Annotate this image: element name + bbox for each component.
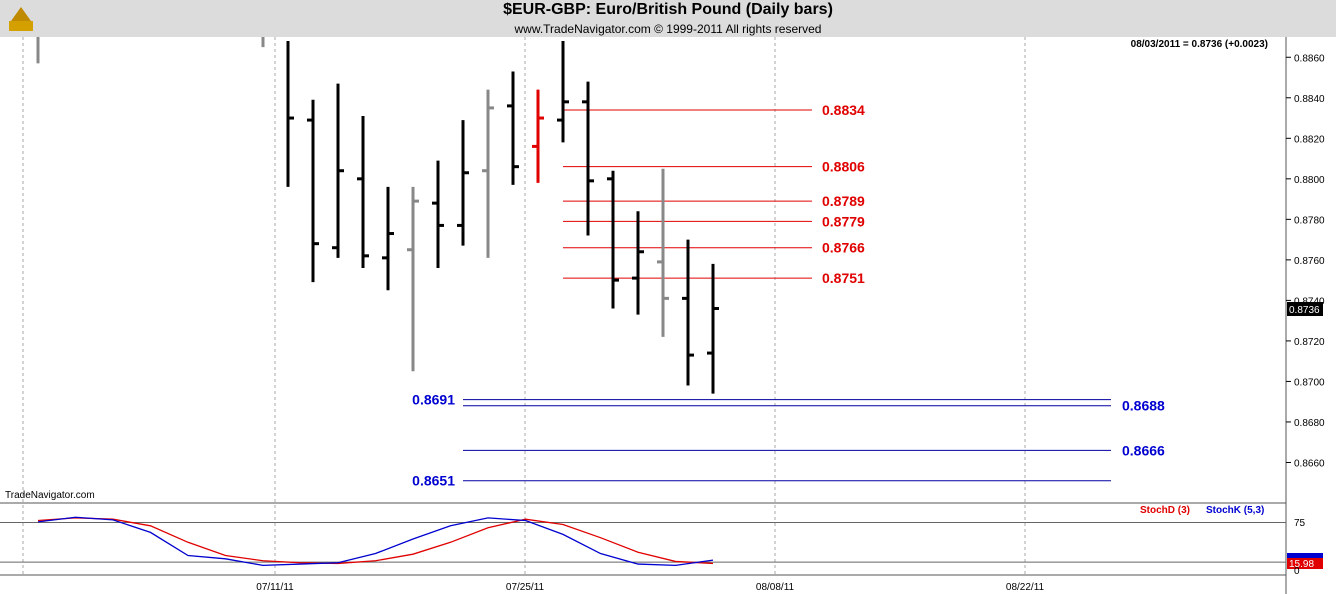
stochD-line [37, 517, 714, 565]
date-axis: 07/11/11 07/25/11 08/08/11 08/22/11 [256, 582, 1044, 593]
support-levels: 0.8691 0.8688 0.8666 0.8651 [412, 392, 1165, 489]
date-tick-label: 07/25/11 [506, 582, 545, 593]
resistance-label: 0.8779 [822, 213, 865, 229]
price-tick-label: 0.8760 [1294, 256, 1325, 267]
stoch-value-box [1287, 557, 1323, 569]
resistance-label: 0.8751 [822, 270, 865, 286]
price-tick-label: 0.8680 [1294, 418, 1325, 429]
stoch-value-box-top [1287, 553, 1323, 558]
resistance-label: 0.8834 [822, 102, 865, 118]
price-tick-label: 0.8800 [1294, 175, 1325, 186]
price-tick-label: 0.8720 [1294, 337, 1325, 348]
watermark: TradeNavigator.com [5, 490, 95, 501]
support-label: 0.8688 [1122, 398, 1165, 414]
status-line: 08/03/2011 = 0.8736 (+0.0023) [1131, 39, 1268, 50]
stochastic-panel [0, 516, 1286, 567]
price-tick-label: 0.8660 [1294, 458, 1325, 469]
date-tick-label: 08/22/11 [1006, 582, 1045, 593]
price-tick-label: 0.8700 [1294, 377, 1325, 388]
price-tick-label: 0.8820 [1294, 134, 1325, 145]
stoch-tick-0: 0 [1294, 566, 1300, 577]
resistance-label: 0.8789 [822, 193, 865, 209]
resistance-label: 0.8766 [822, 240, 865, 256]
support-label: 0.8691 [412, 392, 455, 408]
trade-navigator-logo-icon [9, 7, 33, 31]
stochK-line [37, 516, 714, 567]
chart-title: $EUR-GBP: Euro/British Pound (Daily bars… [503, 1, 833, 18]
stoch-tick-75: 75 [1294, 518, 1306, 529]
price-tick-label: 0.8740 [1294, 296, 1325, 307]
stoch-value-label: 15.98 [1289, 559, 1314, 570]
resistance-label: 0.8806 [822, 159, 865, 175]
date-gridlines [22, 37, 1026, 575]
chart-subtitle: www.TradeNavigator.com © 1999-2011 All r… [514, 22, 822, 36]
support-label: 0.8651 [412, 473, 455, 489]
last-price-box [1287, 302, 1323, 316]
date-tick-label: 07/11/11 [256, 582, 294, 593]
date-tick-label: 08/08/11 [756, 582, 795, 593]
legend-stochD: StochD (3) [1140, 505, 1190, 516]
chart-header [0, 0, 1336, 37]
price-tick-label: 0.8780 [1294, 215, 1325, 226]
legend-stochK: StochK (5,3) [1206, 505, 1264, 516]
price-axis: 0.8660 0.8680 0.8700 0.8720 0.8740 0.8760 0.87… [1286, 53, 1325, 469]
support-label: 0.8666 [1122, 442, 1165, 458]
last-price-label: 0.8736 [1289, 305, 1320, 316]
price-tick-label: 0.8840 [1294, 94, 1325, 105]
resistance-levels: 0.8834 0.8806 0.8789 0.8779 0.8766 0.8751 [563, 102, 865, 286]
ohlc-bars [36, 37, 719, 394]
price-tick-label: 0.8860 [1294, 53, 1325, 64]
